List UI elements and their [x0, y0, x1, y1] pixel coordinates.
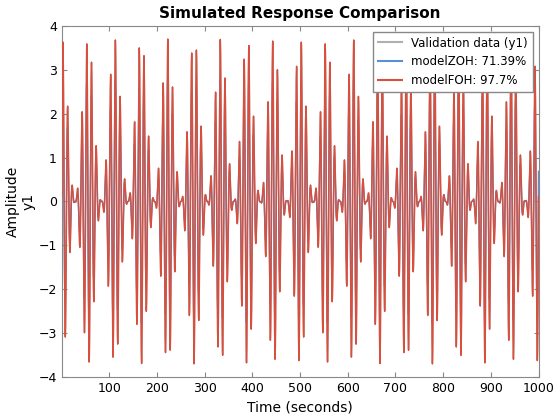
Y-axis label: Amplitude
y1: Amplitude y1	[6, 166, 36, 237]
Legend: Validation data (y1), modelZOH: 71.39%, modelFOH: 97.7%: Validation data (y1), modelZOH: 71.39%, …	[374, 32, 533, 92]
X-axis label: Time (seconds): Time (seconds)	[248, 400, 353, 415]
Title: Simulated Response Comparison: Simulated Response Comparison	[160, 5, 441, 21]
